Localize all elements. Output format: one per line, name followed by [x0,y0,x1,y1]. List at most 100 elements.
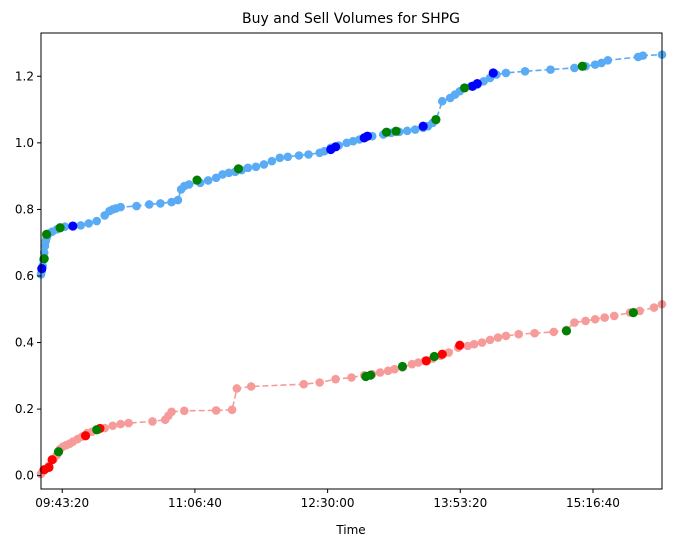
sell-point [649,303,659,312]
buy-point [144,200,154,209]
buy-point [92,216,102,226]
buy-point [437,96,447,106]
buy-point [259,160,269,169]
x-tick-label: 13:53:20 [433,496,487,510]
buy-point [156,199,165,208]
sell-green-marker [53,447,64,457]
sell-point [390,364,399,374]
y-tick-label: 0.2 [15,402,34,416]
axes-frame [40,32,663,490]
buy-highlight-point [472,78,482,89]
sell-point [600,313,609,322]
y-tick-label: 0.0 [15,469,34,483]
sell-point [493,333,503,342]
buy-green-marker [41,229,52,239]
sell-point [331,374,340,384]
buy-point [570,63,579,73]
buy-point [603,55,613,65]
y-tick-label: 0.6 [15,269,34,283]
y-tick-label: 1.0 [15,136,34,150]
buy-green-marker [391,126,401,136]
buy-highlight-point [362,131,373,141]
axes: 09:43:20 11:06:40 12:30:00 13:53:20 15:16:40… [15,32,663,510]
buy-highlight-point [488,68,498,78]
sell-point [299,379,309,389]
sell-point [609,311,619,321]
buy-point [211,173,221,183]
sell-highlight-point [421,356,431,366]
sell-point [485,335,495,345]
buy-point [203,176,213,185]
buy-highlight-point [330,142,341,152]
sell-highlight-point [47,455,57,465]
sell-point [246,382,256,391]
buy-point [402,126,412,136]
buy-green-marker [233,164,244,174]
sell-point [211,406,221,415]
sell-highlight-point [437,349,447,359]
sell-point [514,329,523,339]
sell-green-marker [397,361,408,372]
sell-highlight-point [455,340,465,350]
buy-green-marker [55,223,65,233]
sell-green-marker [429,351,439,362]
sell-highlight-point [44,462,54,472]
sell-point [116,419,125,429]
buy-point [304,150,313,159]
sell-point [375,368,385,377]
y-tick-label: 1.2 [15,69,34,83]
x-tick-label: 11:06:40 [168,496,222,510]
buy-point [116,202,125,212]
sell-highlight-point [80,431,91,441]
sell-point [232,384,242,393]
buy-point [243,163,253,173]
buy-point [520,66,530,76]
y-tick-label: 0.4 [15,336,34,350]
sell-point [180,406,189,416]
x-tick-label: 09:43:20 [35,496,89,510]
sell-point [590,314,600,324]
buy-point [501,68,511,78]
sell-point [227,405,237,415]
buy-point [173,195,183,205]
sell-point [581,316,590,326]
buy-point [184,180,194,189]
sell-point [315,378,324,387]
sell-point [167,407,176,417]
buy-point [275,153,285,163]
buy-point [251,162,261,172]
sell-point [570,318,579,327]
chart-title: Buy and Sell Volumes for SHPG [242,11,460,27]
buy-point [410,125,420,134]
buy-point [283,152,293,162]
buy-green-marker [431,114,441,125]
sell-green-marker [366,370,376,380]
sell-point [347,373,356,382]
sell-point [148,417,157,426]
sell-point [108,421,117,431]
sell-point [549,327,559,337]
buy-highlight-point [68,221,78,231]
buy-point [546,65,555,74]
sell-green-marker [628,307,638,318]
x-axis-label: Time [335,523,365,537]
buy-green-marker [39,254,49,264]
sell-green-marker [92,425,102,435]
buy-highlight-point [37,264,47,274]
buy-point [76,221,86,230]
x-tick-label: 15:16:40 [566,496,620,510]
buy-point [224,168,234,178]
buy-point [84,219,94,228]
sell-point [530,328,539,338]
buy-green-marker [381,127,392,137]
sell-point [124,418,133,428]
buy-point [267,156,277,166]
sell-point [469,339,479,349]
buy-point [638,51,648,60]
plot-area [36,50,667,479]
buy-green-marker [459,83,470,93]
buy-point [132,201,141,211]
buy-green-marker [577,61,587,71]
